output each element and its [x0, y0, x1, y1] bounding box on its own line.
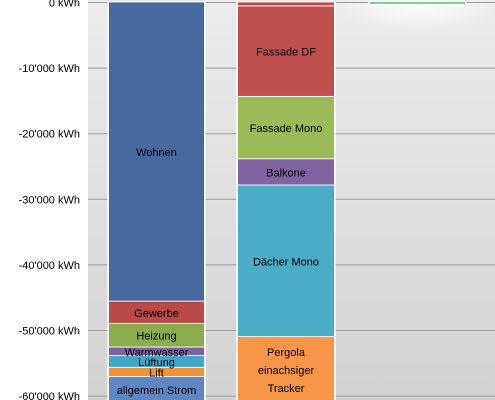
bar-segment-dächer-mono [238, 185, 334, 337]
y-tick-label: -40'000 kWh [19, 260, 80, 272]
segment-label: Balkone [266, 167, 306, 179]
y-tick-label: -30'000 kWh [19, 194, 80, 206]
segment-label: Warmwasser [125, 347, 189, 359]
segment-label: allgemein Strom [117, 385, 196, 397]
bar-segment-balkone [238, 159, 334, 185]
segment-label: Dächer Mono [253, 256, 319, 268]
segment-label: Gewerbe [134, 308, 179, 320]
bar-segment-heizung [109, 323, 204, 347]
bar-segment-pergola-einachsiger-tracker [238, 337, 334, 400]
y-tick-label: 0 kWh [49, 0, 80, 10]
segment-label: Wohnen [136, 147, 177, 159]
segment-label: Lüftung [138, 357, 175, 369]
bar-segment-wohnen [109, 2, 204, 301]
y-tick-label: -60'000 kWh [19, 391, 80, 400]
bar-segment-allgemein-strom [109, 377, 204, 400]
segment-label: Lift [149, 367, 164, 379]
bar-segment [238, 2, 334, 6]
y-tick-label: -20'000 kWh [19, 129, 80, 141]
bar-segment-fassade-df [238, 6, 334, 96]
y-tick-label: -10'000 kWh [19, 63, 80, 75]
y-axis-ticks: 0 kWh -10'000 kWh -20'000 kWh -30'000 kWh -4… [19, 0, 80, 400]
segment-labels: Wohnen Gewerbe Heizung WarmwasserLüftungLif… [117, 47, 323, 397]
bar-segment-lift [109, 367, 204, 377]
segment-label: Heizung [136, 331, 176, 343]
bar-segment-lüftung [109, 356, 204, 367]
segment-label: Fassade DF [256, 47, 316, 59]
bar-segment-warmwasser [109, 347, 204, 356]
y-tick-label: -50'000 kWh [19, 326, 80, 338]
bar-segment-fassade-mono [238, 96, 334, 159]
bar-segment-gewerbe [109, 301, 204, 323]
highlight-glow [338, 0, 495, 32]
segment-label: Pergola einachsiger Tracker [258, 347, 315, 395]
bar-segment [370, 2, 465, 4]
bars [107, 1, 467, 400]
segment-label: Fassade Mono [250, 123, 323, 135]
